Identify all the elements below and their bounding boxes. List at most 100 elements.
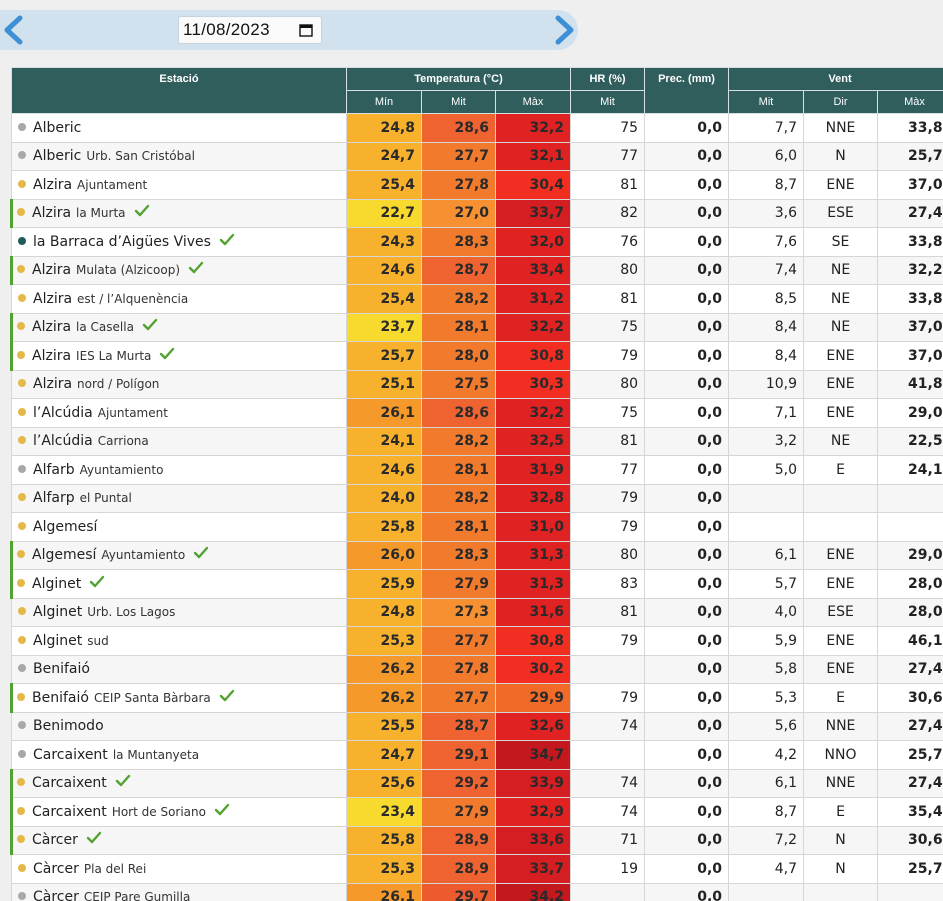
table-row[interactable]: l’Alcúdia Carriona 24,1 28,2 32,5 81 0,0 3,2 NE 2… (11, 426, 943, 456)
date-input[interactable]: 11/08/2023 (178, 16, 322, 44)
hr-cell: 81 (570, 597, 646, 627)
station-cell[interactable]: Carcaixent Hort de Soriano (10, 797, 347, 827)
table-row[interactable]: Alzira IES La Murta 25,7 28,0 30,8 79 0,0 8,4 EN… (10, 341, 943, 371)
station-cell[interactable]: Alzira Ajuntament (11, 170, 347, 200)
station-location: CEIP Pare Gumilla (83, 890, 191, 901)
station-cell[interactable]: Alzira la Murta (10, 198, 347, 228)
table-row[interactable]: Carcaixent la Muntanyeta 24,7 29,1 34,7 0,0 4,… (11, 740, 943, 770)
header-temperature: Temperatura (°C) (345, 67, 572, 91)
table-row[interactable]: Alginet sud 25,3 27,7 30,8 79 0,0 5,9 ENE 46,1 (11, 626, 943, 656)
previous-day-arrow-icon[interactable] (0, 14, 30, 46)
wind-mit-cell: 8,5 (728, 284, 805, 314)
table-row[interactable]: Carcaixent 25,6 29,2 33,9 74 0,0 6,1 NNE 27,4 (10, 768, 943, 798)
table-row[interactable]: Alberic Urb. San Cristóbal 24,7 27,7 32,1 77 0… (11, 141, 943, 171)
wind-max-cell: 25,7 (877, 740, 943, 770)
hr-cell (570, 882, 646, 901)
table-row[interactable]: Alzira Mulata (Alzicoop) 24,6 28,7 33,4 80 0,0… (10, 255, 943, 285)
status-dot-icon (18, 863, 26, 872)
station-cell[interactable]: Alfarp el Puntal (11, 483, 347, 513)
check-icon (115, 774, 131, 788)
status-dot-icon (18, 151, 26, 160)
table-row[interactable]: Carcaixent Hort de Soriano 23,4 27,9 32,9 74 0… (10, 797, 943, 827)
station-cell[interactable]: Algemesí Ayuntamiento (10, 540, 347, 570)
temp-min-cell: 24,8 (346, 113, 422, 143)
table-row[interactable]: Alzira la Murta 22,7 27,0 33,7 82 0,0 3,6 ESE 27,… (10, 198, 943, 228)
station-cell[interactable]: Alberic Urb. San Cristóbal (11, 141, 347, 171)
station-cell[interactable]: Alfarb Ayuntamiento (11, 455, 347, 485)
wind-mit-cell (728, 512, 805, 542)
station-location: Ayuntamiento (101, 548, 186, 563)
table-row[interactable]: Algemesí Ayuntamiento 26,0 28,3 31,3 80 0,0 6,1… (10, 540, 943, 570)
next-day-arrow-icon[interactable] (548, 14, 578, 46)
station-cell[interactable]: la Barraca d’Aigües Vives (11, 227, 347, 257)
station-cell[interactable]: Benimodo (11, 711, 347, 741)
table-row[interactable]: la Barraca d’Aigües Vives 24,3 28,3 32,0 76 0… (11, 227, 943, 257)
table-row[interactable]: Alzira la Casella 23,7 28,1 32,2 75 0,0 8,4 NE 37… (10, 312, 943, 342)
wind-dir-cell: ESE (803, 198, 879, 228)
station-cell[interactable]: Alzira nord / Polígon (11, 369, 347, 399)
temp-mit-cell: 29,1 (421, 740, 496, 770)
temp-mit-cell: 28,1 (421, 312, 496, 342)
station-cell[interactable]: Càrcer (10, 825, 347, 855)
station-cell[interactable]: l’Alcúdia Ajuntament (11, 398, 347, 428)
station-cell[interactable]: Benifaió CEIP Santa Bàrbara (10, 683, 347, 713)
hr-cell: 79 (570, 626, 646, 656)
table-row[interactable]: Alginet Urb. Los Lagos 24,8 27,3 31,6 81 0,0 4,… (11, 597, 943, 627)
station-cell[interactable]: Alginet sud (11, 626, 347, 656)
station-cell[interactable]: Alzira Mulata (Alzicoop) (10, 255, 347, 285)
wind-max-cell: 27,4 (877, 654, 943, 684)
table-row[interactable]: Benimodo 25,5 28,7 32,6 74 0,0 5,6 NNE 27,4 (11, 711, 943, 741)
temp-mit-cell: 28,1 (421, 512, 496, 542)
header-station: Estació (11, 67, 347, 114)
hr-cell: 19 (570, 854, 646, 884)
prec-cell: 0,0 (644, 113, 730, 143)
temp-max-cell: 30,8 (494, 341, 572, 371)
check-icon (214, 803, 230, 817)
station-cell[interactable]: Alzira la Casella (10, 312, 347, 342)
station-cell[interactable]: Càrcer Pla del Rei (11, 854, 347, 884)
table-row[interactable]: l’Alcúdia Ajuntament 26,1 28,6 32,2 75 0,0 7,1 E… (11, 398, 943, 428)
station-cell[interactable]: Algemesí (11, 512, 347, 542)
wind-max-cell: 33,8 (877, 227, 943, 257)
table-row[interactable]: Alzira nord / Polígon 25,1 27,5 30,3 80 0,0 10,… (11, 369, 943, 399)
table-row[interactable]: Alzira est / l’Alquenència 25,4 28,2 31,2 81 0… (11, 284, 943, 314)
wind-max-cell: 28,0 (877, 597, 943, 627)
table-row[interactable]: Benifaió CEIP Santa Bàrbara 26,2 27,7 29,9 79… (10, 683, 943, 713)
wind-mit-cell: 7,1 (728, 398, 805, 428)
station-cell[interactable]: Carcaixent la Muntanyeta (11, 740, 347, 770)
station-cell[interactable]: Benifaió (11, 654, 347, 684)
temp-mit-cell: 28,3 (421, 540, 496, 570)
station-cell[interactable]: Carcaixent (10, 768, 347, 798)
table-row[interactable]: Alginet 25,9 27,9 31,3 83 0,0 5,7 ENE 28,0 (10, 569, 943, 599)
station-name: Alzira (32, 205, 72, 222)
table-row[interactable]: Benifaió 26,2 27,8 30,2 0,0 5,8 ENE 27,4 (11, 654, 943, 684)
station-cell[interactable]: Càrcer CEIP Pare Gumilla (11, 882, 347, 901)
temp-min-cell: 25,8 (346, 512, 422, 542)
temp-mit-cell: 28,7 (421, 255, 496, 285)
temp-max-cell: 32,2 (494, 113, 572, 143)
station-cell[interactable]: Alzira IES La Murta (10, 341, 347, 371)
temp-min-cell: 22,7 (346, 198, 422, 228)
prec-cell: 0,0 (644, 740, 730, 770)
wind-dir-cell: N (803, 825, 879, 855)
table-row[interactable]: Algemesí 25,8 28,1 31,0 79 0,0 (11, 512, 943, 542)
temp-max-cell: 30,8 (494, 626, 572, 656)
table-row[interactable]: Càrcer CEIP Pare Gumilla 26,1 29,7 34,2 0,0 (11, 882, 943, 901)
station-location: Ajuntament (77, 177, 148, 192)
table-row[interactable]: Alfarp el Puntal 24,0 28,2 32,8 79 0,0 (11, 483, 943, 513)
station-cell[interactable]: Alberic (11, 113, 347, 143)
table-row[interactable]: Alberic 24,8 28,6 32,2 75 0,0 7,7 NNE 33,8 (11, 113, 943, 143)
wind-dir-cell: ENE (803, 654, 879, 684)
table-row[interactable]: Càrcer 25,8 28,9 33,6 71 0,0 7,2 N 30,6 (10, 825, 943, 855)
station-name: Carcaixent (33, 746, 108, 763)
table-row[interactable]: Càrcer Pla del Rei 25,3 28,9 33,7 19 0,0 4,7 N 25… (11, 854, 943, 884)
station-cell[interactable]: Alginet Urb. Los Lagos (11, 597, 347, 627)
calendar-icon[interactable] (299, 23, 313, 37)
station-cell[interactable]: Alginet (10, 569, 347, 599)
table-row[interactable]: Alfarb Ayuntamiento 24,6 28,1 31,9 77 0,0 5,0 E 2… (11, 455, 943, 485)
temp-max-cell: 33,7 (494, 198, 572, 228)
table-row[interactable]: Alzira Ajuntament 25,4 27,8 30,4 81 0,0 8,7 ENE 3… (11, 170, 943, 200)
station-cell[interactable]: l’Alcúdia Carriona (11, 426, 347, 456)
wind-mit-cell: 7,2 (728, 825, 805, 855)
station-cell[interactable]: Alzira est / l’Alquenència (11, 284, 347, 314)
